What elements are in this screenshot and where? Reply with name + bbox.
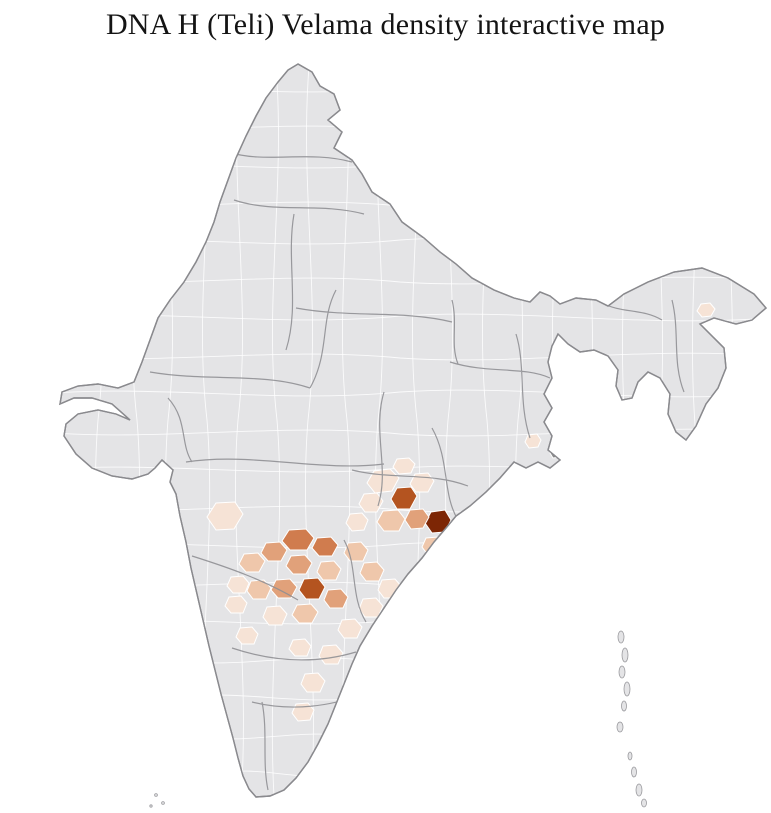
district-shape[interactable] xyxy=(281,528,315,551)
district-shape[interactable] xyxy=(696,302,716,318)
district-shape[interactable] xyxy=(392,457,416,475)
district-shape[interactable] xyxy=(288,638,312,657)
district-shape[interactable] xyxy=(524,433,542,449)
district-shape[interactable] xyxy=(345,512,369,532)
district-shape[interactable] xyxy=(358,492,384,513)
india-mainland[interactable] xyxy=(59,63,767,798)
district-shape[interactable] xyxy=(291,603,319,624)
district-shape[interactable] xyxy=(311,536,339,557)
district-shape[interactable] xyxy=(390,486,418,510)
district-shape[interactable] xyxy=(316,560,342,581)
district-shape[interactable] xyxy=(376,509,406,532)
page-title: DNA H (Teli) Velama density interactive … xyxy=(105,8,666,41)
district-shape[interactable] xyxy=(323,588,349,609)
district-shape[interactable] xyxy=(226,575,250,594)
district-shape[interactable] xyxy=(262,605,288,626)
state-borders xyxy=(149,151,685,791)
choropleth-districts xyxy=(53,302,716,722)
district-shape[interactable] xyxy=(206,501,244,531)
india-coastline xyxy=(59,63,767,798)
district-shape[interactable] xyxy=(318,644,344,665)
district-shape[interactable] xyxy=(337,618,363,639)
district-shape[interactable] xyxy=(260,541,288,562)
district-shape[interactable] xyxy=(300,672,326,693)
urban-district-shape[interactable] xyxy=(53,402,71,417)
district-shape[interactable] xyxy=(359,561,385,582)
district-shape[interactable] xyxy=(224,595,248,614)
district-shape[interactable] xyxy=(235,626,259,645)
lakshadweep-islands[interactable] xyxy=(149,793,165,808)
district-shape[interactable] xyxy=(285,554,313,575)
andaman-nicobar-islands[interactable] xyxy=(616,630,647,808)
district-shape[interactable] xyxy=(298,577,326,600)
district-shape[interactable] xyxy=(238,552,266,573)
district-shape[interactable] xyxy=(270,578,298,599)
district-shape[interactable] xyxy=(246,579,272,600)
